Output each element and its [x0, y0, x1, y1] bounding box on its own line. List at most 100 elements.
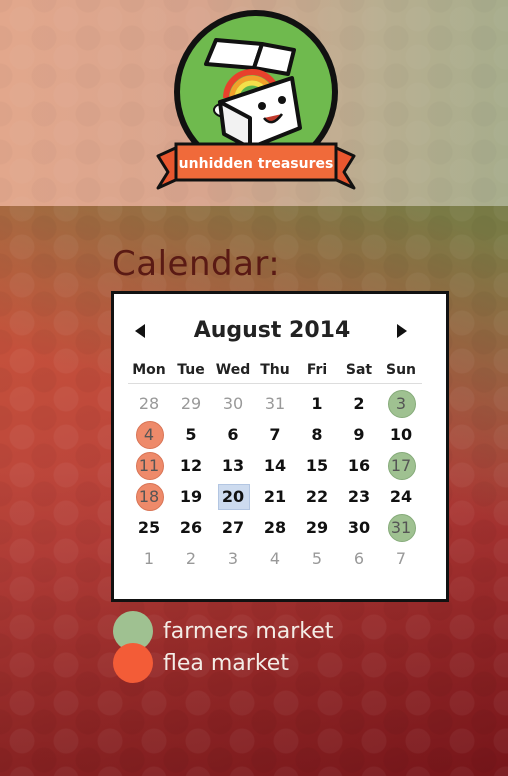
day-number: 25: [137, 518, 161, 537]
weekday-label: Sun: [385, 362, 417, 378]
legend-label: flea market: [163, 650, 289, 676]
day-cell[interactable]: 23: [338, 481, 380, 512]
day-cell[interactable]: 29: [296, 512, 338, 543]
day-cell[interactable]: 6: [212, 419, 254, 450]
week-row: 11 12 13 14 15 16 17: [128, 450, 422, 481]
day-number: 5: [185, 425, 197, 444]
day-number: 16: [347, 456, 371, 475]
weekday-label: Mon: [132, 362, 166, 378]
day-number: 30: [222, 394, 244, 413]
legend-item-flea: flea market: [113, 643, 333, 683]
day-cell[interactable]: 8: [296, 419, 338, 450]
day-cell[interactable]: 2: [338, 388, 380, 419]
day-cell[interactable]: 30: [338, 512, 380, 543]
day-number: 8: [311, 425, 323, 444]
day-cell[interactable]: 1: [296, 388, 338, 419]
day-cell[interactable]: 15: [296, 450, 338, 481]
day-cell[interactable]: 19: [170, 481, 212, 512]
day-cell[interactable]: 16: [338, 450, 380, 481]
day-cell[interactable]: 14: [254, 450, 296, 481]
day-cell[interactable]: 31: [254, 388, 296, 419]
day-number: 4: [143, 425, 155, 444]
day-number: 22: [305, 487, 329, 506]
day-number: 7: [269, 425, 281, 444]
day-number: 6: [353, 549, 365, 568]
day-number: 7: [395, 549, 407, 568]
weekday-label: Thu: [260, 362, 290, 378]
day-cell[interactable]: 21: [254, 481, 296, 512]
day-cell[interactable]: 24: [380, 481, 422, 512]
day-cell[interactable]: 29: [170, 388, 212, 419]
flea-dot-icon: [113, 643, 153, 683]
week-row: 1 2 3 4 5 6 7: [128, 543, 422, 574]
day-number: 4: [269, 549, 281, 568]
day-cell[interactable]: 27: [212, 512, 254, 543]
day-number: 3: [227, 549, 239, 568]
day-number: 2: [185, 549, 197, 568]
week-row: 28 29 30 31 1 2 3: [128, 388, 422, 419]
day-cell[interactable]: 6: [338, 543, 380, 574]
prev-month-button[interactable]: [130, 320, 150, 342]
day-cell[interactable]: 1: [128, 543, 170, 574]
day-cell[interactable]: 3: [212, 543, 254, 574]
day-cell[interactable]: 28: [128, 388, 170, 419]
day-number: 27: [221, 518, 245, 537]
day-number: 26: [179, 518, 203, 537]
triangle-left-icon: [135, 324, 145, 338]
day-cell[interactable]: 28: [254, 512, 296, 543]
divider: [128, 383, 422, 384]
day-cell-flea-market[interactable]: 4: [128, 419, 170, 450]
day-cell[interactable]: 10: [380, 419, 422, 450]
day-cell[interactable]: 2: [170, 543, 212, 574]
day-number: 3: [395, 394, 407, 413]
day-number: 11: [138, 456, 160, 475]
day-cell[interactable]: 5: [170, 419, 212, 450]
day-number: 28: [138, 394, 160, 413]
weekday-label: Fri: [306, 362, 328, 378]
day-cell-flea-market[interactable]: 11: [128, 450, 170, 481]
day-number: 15: [305, 456, 329, 475]
day-number: 28: [263, 518, 287, 537]
calendar-header: August 2014: [114, 314, 446, 350]
treasure-chest-icon: [204, 38, 302, 150]
day-number: 20: [221, 487, 245, 506]
day-cell[interactable]: 26: [170, 512, 212, 543]
weekday-label: Wed: [215, 362, 251, 378]
legend-label: farmers market: [163, 618, 334, 644]
week-row: 18 19 20 21 22 23 24: [128, 481, 422, 512]
weekday-label: Sat: [345, 362, 373, 378]
logo-text: unhidden treasures: [179, 156, 334, 172]
week-row: 4 5 6 7 8 9 10: [128, 419, 422, 450]
triangle-right-icon: [397, 324, 407, 338]
day-cell-flea-market[interactable]: 18: [128, 481, 170, 512]
day-cell[interactable]: 7: [254, 419, 296, 450]
logo: unhidden treasures: [156, 10, 356, 190]
day-cell[interactable]: 25: [128, 512, 170, 543]
day-cell-farmers-market[interactable]: 17: [380, 450, 422, 481]
weekday-label: Tue: [177, 362, 205, 378]
day-cell[interactable]: 13: [212, 450, 254, 481]
next-month-button[interactable]: [392, 320, 412, 342]
day-cell[interactable]: 22: [296, 481, 338, 512]
day-number: 24: [389, 487, 413, 506]
day-cell-farmers-market[interactable]: 3: [380, 388, 422, 419]
day-cell-farmers-market[interactable]: 31: [380, 512, 422, 543]
day-cell[interactable]: 9: [338, 419, 380, 450]
day-number: 19: [179, 487, 203, 506]
week-row: 25 26 27 28 29 30 31: [128, 512, 422, 543]
day-cell[interactable]: 30: [212, 388, 254, 419]
day-number: 31: [390, 518, 412, 537]
day-number: 29: [305, 518, 329, 537]
day-cell-today[interactable]: 20: [212, 481, 254, 512]
month-label: August 2014: [193, 318, 351, 343]
day-cell[interactable]: 12: [170, 450, 212, 481]
day-cell[interactable]: 7: [380, 543, 422, 574]
day-number: 14: [263, 456, 287, 475]
day-cell[interactable]: 4: [254, 543, 296, 574]
legend: farmers market flea market: [113, 611, 334, 683]
day-number: 9: [353, 425, 365, 444]
day-number: 13: [221, 456, 245, 475]
day-number: 17: [390, 456, 412, 475]
day-cell[interactable]: 5: [296, 543, 338, 574]
day-number: 29: [180, 394, 202, 413]
